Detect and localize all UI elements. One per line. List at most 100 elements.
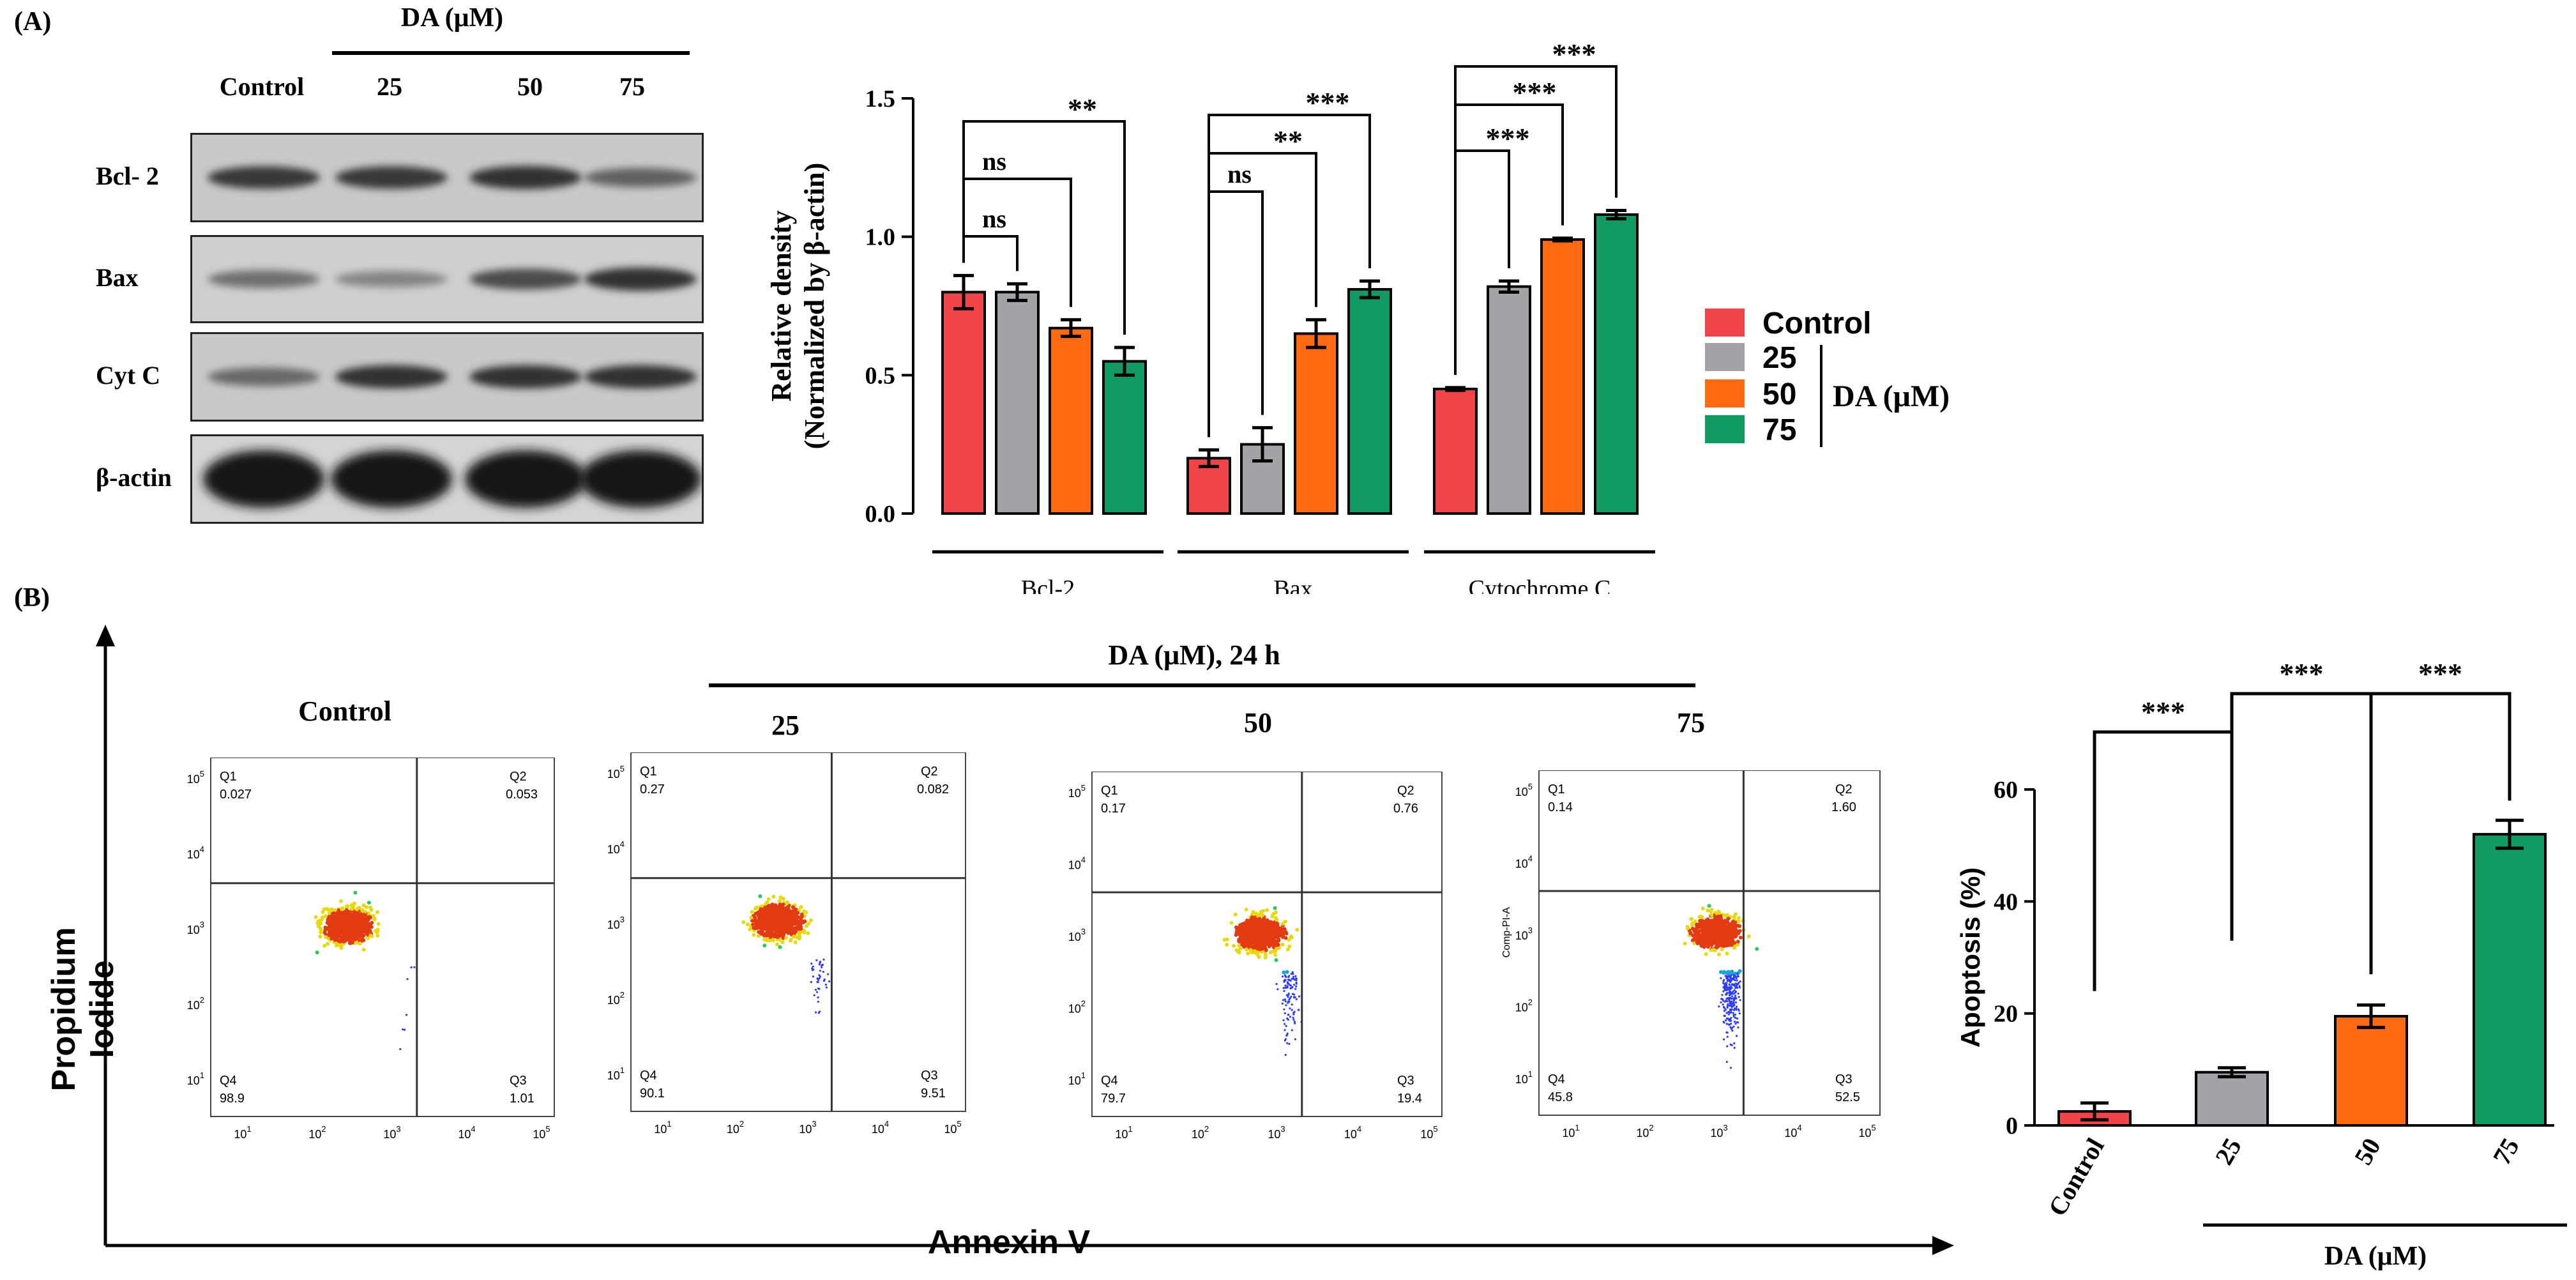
y-axis-label: Relative density bbox=[766, 210, 797, 401]
flow-event-dot bbox=[1281, 1002, 1284, 1005]
flow-event-dot bbox=[1732, 1014, 1735, 1016]
x-tick-label: 104 bbox=[872, 1119, 889, 1136]
y-tick-exponent: 3 bbox=[620, 915, 625, 924]
flow-event-dot bbox=[1286, 1042, 1289, 1044]
y-tick-exponent: 3 bbox=[1528, 926, 1533, 935]
quadrant-q1-name: Q1 bbox=[1101, 784, 1118, 798]
flow-event-dot bbox=[760, 904, 764, 908]
flow-event-dot bbox=[1294, 975, 1297, 977]
flow-event-dot bbox=[1281, 931, 1285, 935]
flow-event-dot bbox=[781, 936, 785, 940]
flow-event-dot bbox=[375, 933, 380, 938]
x-tick-exponent: 5 bbox=[1433, 1124, 1437, 1134]
flow-event-dot bbox=[817, 1012, 820, 1014]
bar bbox=[2334, 1015, 2408, 1127]
flow-event-dot bbox=[1716, 941, 1721, 946]
x-tick-label: 103 bbox=[383, 1124, 400, 1141]
x-tick-label: 103 bbox=[1710, 1123, 1727, 1139]
flow-event-dot bbox=[1284, 1038, 1287, 1040]
flow-event-dot bbox=[1715, 926, 1719, 931]
flow-event-dot bbox=[1685, 926, 1690, 931]
flow-event-dot bbox=[1735, 1009, 1738, 1011]
y-tick-exponent: 3 bbox=[1081, 927, 1086, 936]
flow-event-dot bbox=[1730, 986, 1732, 988]
blot-row-label: β-actin bbox=[96, 463, 172, 492]
x-tick-label: 102 bbox=[727, 1119, 744, 1136]
flow-event-dot bbox=[812, 968, 815, 971]
flow-event-dot bbox=[1234, 933, 1238, 937]
flow-event-dot bbox=[345, 908, 349, 912]
flow-event-dot bbox=[811, 967, 814, 970]
flow-event-dot bbox=[1739, 999, 1741, 1002]
flow-event-dot bbox=[1738, 969, 1742, 973]
flow-event-dot bbox=[1245, 947, 1249, 952]
flow-event-dot bbox=[753, 906, 757, 911]
flow-event-dot bbox=[771, 919, 775, 924]
flow-event-dot bbox=[340, 921, 344, 926]
flow-event-dot bbox=[328, 911, 332, 915]
flow-event-dot bbox=[1736, 1017, 1739, 1020]
blot-treatment-header: DA (μM) bbox=[400, 3, 504, 33]
bar bbox=[1540, 238, 1585, 515]
flow-event-dot bbox=[1733, 989, 1736, 991]
flow-event-dot bbox=[1701, 906, 1705, 911]
flow-event-dot bbox=[1729, 993, 1732, 996]
flow-event-dot bbox=[335, 942, 339, 947]
x-tick-exponent: 2 bbox=[321, 1124, 326, 1134]
x-tick-label: 102 bbox=[1636, 1123, 1653, 1139]
flow-event-dot bbox=[1287, 982, 1289, 985]
flow-event-dot bbox=[1730, 974, 1732, 977]
flow-event-dot bbox=[753, 915, 757, 920]
flow-event-dot bbox=[1722, 1021, 1725, 1023]
flow-event-dot bbox=[337, 939, 341, 943]
flow-event-dot bbox=[1270, 950, 1275, 954]
flow-event-dot bbox=[361, 903, 366, 908]
flow-event-dot bbox=[1261, 913, 1265, 917]
flow-event-dot bbox=[1262, 917, 1266, 922]
y-tick-label: 101 bbox=[1515, 1069, 1533, 1086]
flow-event-dot bbox=[324, 935, 328, 940]
flow-event-dot bbox=[1727, 1011, 1730, 1014]
flow-event-dot bbox=[1275, 947, 1278, 951]
legend-label: 25 bbox=[1762, 341, 1797, 375]
y-axis-label-normalized: (Normalized by β-actin) bbox=[799, 163, 830, 449]
blot-strip-image bbox=[192, 237, 702, 321]
flow-event-dot bbox=[1736, 979, 1738, 982]
x-tick-exponent: 4 bbox=[1357, 1124, 1361, 1134]
flow-event-dot bbox=[1292, 973, 1294, 975]
significance-label: ** bbox=[1273, 125, 1303, 157]
quadrant-q1-name: Q1 bbox=[220, 770, 237, 784]
quadrant-q3-name: Q3 bbox=[1835, 1072, 1852, 1086]
flow-event-dot bbox=[1241, 934, 1246, 939]
flow-event-dot bbox=[345, 924, 349, 928]
flow-event-dot bbox=[1722, 913, 1726, 917]
flow-event-dot bbox=[1281, 935, 1285, 940]
bar bbox=[2473, 833, 2547, 1127]
flow-event-dot bbox=[1292, 975, 1295, 978]
flow-event-dot bbox=[765, 900, 769, 904]
flow-event-dot bbox=[1725, 1031, 1728, 1034]
flow-event-dot bbox=[1733, 1042, 1736, 1045]
flow-event-dot bbox=[792, 927, 796, 931]
flow-event-dot bbox=[1704, 952, 1708, 956]
flow-event-dot bbox=[337, 916, 342, 920]
flow-event-dot bbox=[1726, 943, 1731, 947]
flow-event-dot bbox=[1728, 998, 1731, 1000]
flow-event-dot bbox=[1713, 918, 1717, 922]
flow-event-dot bbox=[1295, 985, 1298, 987]
flow-event-dot bbox=[326, 941, 330, 946]
blot-band bbox=[465, 450, 586, 508]
group-label: Bax bbox=[1273, 575, 1312, 594]
y-tick-exponent: 5 bbox=[200, 769, 204, 779]
flow-event-dot bbox=[784, 936, 788, 940]
flow-event-dot bbox=[1726, 980, 1729, 982]
flow-event-dot bbox=[815, 959, 818, 961]
flow-event-dot bbox=[1269, 922, 1274, 926]
flow-event-dot bbox=[358, 923, 363, 927]
flow-event-dot bbox=[777, 899, 782, 903]
bar bbox=[1102, 360, 1147, 515]
blot-strip-image bbox=[192, 334, 702, 420]
flow-event-dot bbox=[347, 915, 352, 919]
significance-bracket bbox=[2093, 730, 2234, 991]
flow-event-dot bbox=[1702, 945, 1706, 949]
